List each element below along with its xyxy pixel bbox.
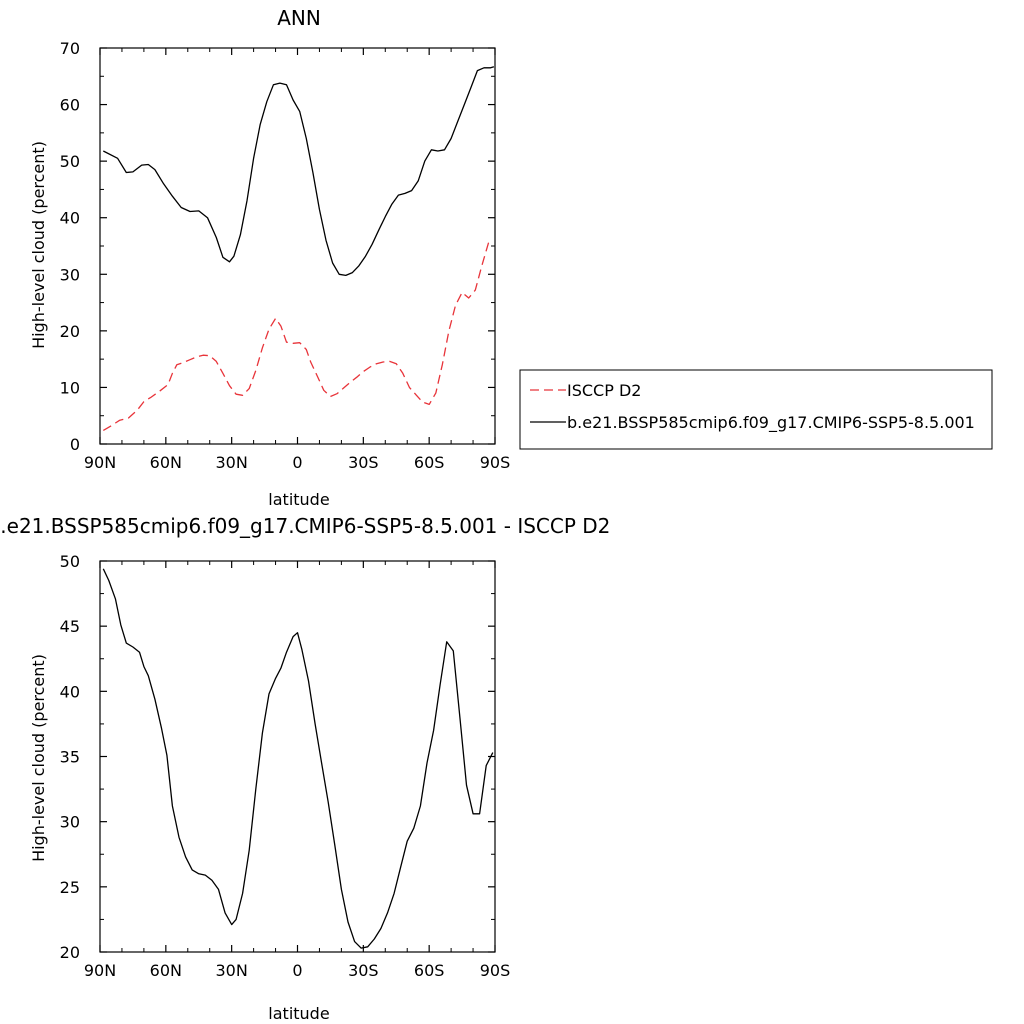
bottom-x-tick-label: 90S <box>480 961 511 980</box>
top-x-tick-label: 60N <box>150 453 182 472</box>
top-panel: ANN 90N 60N 30N 0 30S 60S 90S 0 10 20 30 40 50 60 70 l… <box>29 6 510 509</box>
top-y-tick-label: 30 <box>60 265 80 284</box>
top-y-tick-label: 70 <box>60 39 80 58</box>
bottom-y-axis-label: High-level cloud (percent) <box>29 654 48 862</box>
legend-box <box>519 369 993 450</box>
legend-entry-model: b.e21.BSSP585cmip6.f09_g17.CMIP6-SSP5-8.… <box>567 413 975 433</box>
top-x-tick-label: 90S <box>480 453 511 472</box>
top-chart-title: ANN <box>277 6 321 30</box>
bottom-x-tick-label: 30N <box>216 961 248 980</box>
top-y-tick-label: 50 <box>60 152 80 171</box>
top-x-axis-label: latitude <box>268 490 329 509</box>
legend: ISCCP D2 b.e21.BSSP585cmip6.f09_g17.CMIP… <box>519 369 993 450</box>
top-y-tick-label: 20 <box>60 322 80 341</box>
bottom-y-tick-label: 25 <box>60 878 80 897</box>
bottom-x-tick-label: 90N <box>84 961 116 980</box>
bottom-plot-frame <box>99 560 496 953</box>
bottom-y-tick-label: 45 <box>60 617 80 636</box>
top-series-line-isccp <box>102 239 494 431</box>
top-x-tick-label: 30N <box>216 453 248 472</box>
top-y-tick-label: 10 <box>60 378 80 397</box>
top-x-tick-label: 60S <box>414 453 445 472</box>
top-series-line-model <box>103 66 495 277</box>
bottom-chart-title: b.e21.BSSP585cmip6.f09_g17.CMIP6-SSP5-8.… <box>0 514 610 538</box>
top-y-tick-label: 0 <box>70 435 80 454</box>
top-x-tick-label: 30S <box>348 453 379 472</box>
bottom-x-tick-label: 60N <box>150 961 182 980</box>
top-x-tick-label: 90N <box>84 453 116 472</box>
bottom-y-tick-label: 35 <box>60 748 80 767</box>
bottom-x-tick-label: 30S <box>348 961 379 980</box>
bottom-y-tick-label: 40 <box>60 682 80 701</box>
top-plot-area: 90N 60N 30N 0 30S 60S 90S 0 10 20 30 40 50 60 70 <box>60 39 511 472</box>
bottom-panel: b.e21.BSSP585cmip6.f09_g17.CMIP6-SSP5-8.… <box>0 514 610 1023</box>
bottom-x-tick-label: 60S <box>414 961 445 980</box>
bottom-x-tick-label: 0 <box>292 961 302 980</box>
top-y-axis-label: High-level cloud (percent) <box>29 141 48 349</box>
bottom-x-axis-label: latitude <box>268 1004 329 1023</box>
bottom-y-tick-label: 20 <box>60 943 80 962</box>
top-y-tick-label: 60 <box>60 96 80 115</box>
bottom-plot-area: 90N 60N 30N 0 30S 60S 90S 20 25 30 35 40 45 50 <box>60 552 511 980</box>
top-x-tick-label: 0 <box>292 453 302 472</box>
bottom-series-line-difference <box>102 568 494 949</box>
legend-entry-isccp: ISCCP D2 <box>567 381 641 400</box>
top-y-tick-label: 40 <box>60 209 80 228</box>
bottom-y-tick-label: 30 <box>60 813 80 832</box>
bottom-y-tick-label: 50 <box>60 552 80 571</box>
